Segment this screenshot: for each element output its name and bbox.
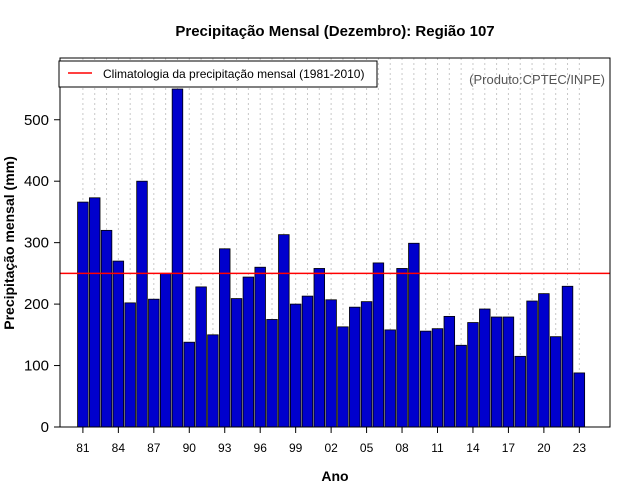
bar-1987 (148, 298, 160, 428)
bar-2002 (325, 299, 337, 428)
x-tick-label: 20 (537, 441, 551, 455)
x-axis: 81 84 87 90 93 96 99 02 05 08 11 14 17 20 23 (76, 427, 586, 455)
bar-2021 (550, 336, 562, 428)
x-tick-label: 23 (573, 441, 587, 455)
bar-2004 (349, 306, 361, 428)
bars-layer (77, 88, 586, 428)
bar-2017 (502, 316, 515, 428)
bar-2016 (490, 316, 503, 428)
bar-1983 (100, 229, 113, 428)
x-tick-label: 11 (431, 441, 444, 455)
legend-label: Climatologia da precipitação mensal (198… (103, 67, 364, 81)
bar-1994 (230, 298, 243, 428)
x-tick-label: 93 (218, 441, 232, 455)
bar-1985 (124, 302, 136, 428)
grid-layer (82, 58, 580, 427)
x-tick-label: 96 (254, 441, 268, 455)
bar-2006 (372, 262, 385, 428)
x-tick-label: 02 (324, 441, 338, 455)
legend-box (58, 60, 378, 88)
bar-2008 (396, 268, 408, 428)
bar-1990 (183, 341, 195, 428)
bar-1999 (289, 303, 302, 428)
bar-2005 (360, 301, 373, 428)
bar-2012 (443, 315, 456, 428)
bar-2014 (467, 322, 479, 428)
bar-2020 (538, 293, 550, 428)
bar-1997 (266, 319, 278, 428)
bar-1992 (207, 334, 219, 428)
bar-2010 (419, 330, 432, 428)
bar-1989 (171, 88, 184, 428)
x-tick-label: 14 (466, 441, 480, 455)
x-tick-label: 99 (289, 441, 303, 455)
bar-2003 (337, 326, 349, 428)
bar-1982 (89, 197, 101, 428)
bar-1988 (159, 272, 172, 428)
bar-1984 (112, 260, 125, 428)
x-tick-label: 17 (502, 441, 516, 455)
bar-2019 (526, 300, 538, 428)
y-tick-label: 0 (41, 419, 49, 436)
y-tick-label: 100 (24, 358, 49, 375)
y-axis-label: Precipitação mensal (mm) (1, 156, 17, 330)
bar-2011 (431, 328, 444, 428)
y-tick-label: 500 (24, 112, 49, 129)
x-tick-label: 87 (147, 441, 161, 455)
bar-2001 (313, 268, 326, 428)
bar-2023 (573, 372, 586, 428)
bar-2013 (455, 344, 467, 428)
bar-1981 (77, 201, 89, 428)
bar-1991 (195, 286, 207, 428)
y-axis: 0 100 200 300 400 500 (24, 112, 60, 436)
chart-title: Precipitação Mensal (Dezembro): Região 1… (175, 23, 494, 40)
bar-2007 (384, 329, 396, 428)
bar-1986 (136, 180, 148, 428)
x-tick-label: 05 (360, 441, 374, 455)
bar-2009 (408, 242, 420, 428)
x-tick-label: 84 (112, 441, 126, 455)
bar-2000 (301, 295, 314, 428)
bar-1995 (242, 276, 255, 428)
source-label: (Produto:CPTEC/INPE) (469, 72, 605, 87)
bar-1993 (219, 248, 231, 428)
bar-2022 (561, 285, 574, 428)
bar-1998 (278, 234, 290, 428)
y-tick-label: 200 (24, 296, 49, 313)
x-tick-label: 08 (395, 441, 409, 455)
x-tick-label: 81 (76, 441, 90, 455)
y-tick-label: 300 (24, 235, 49, 252)
bar-1996 (254, 266, 266, 428)
legend: Climatologia da precipitação mensal (198… (58, 60, 378, 88)
bar-2018 (514, 355, 526, 428)
y-tick-label: 400 (24, 173, 49, 190)
x-axis-label: Ano (321, 468, 348, 484)
x-tick-label: 90 (183, 441, 197, 455)
bar-2015 (479, 308, 491, 428)
